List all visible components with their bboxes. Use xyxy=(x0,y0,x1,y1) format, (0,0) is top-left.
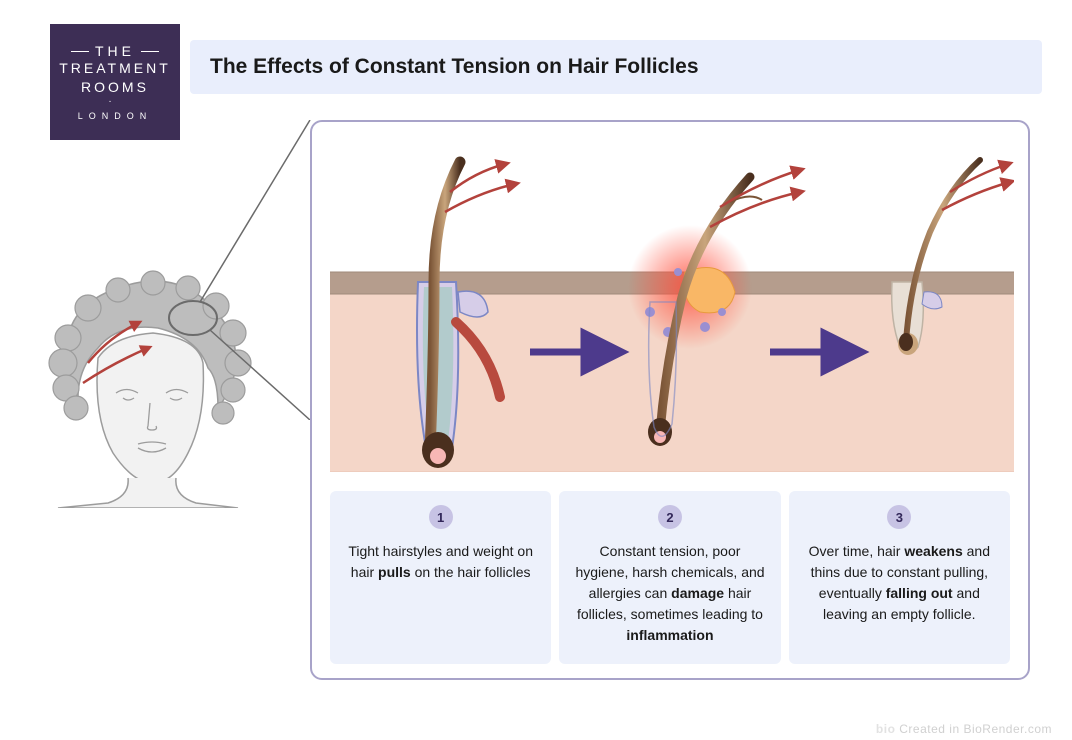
caption-text: Constant tension, poor hygiene, harsh ch… xyxy=(571,541,768,646)
head-svg xyxy=(38,268,256,508)
logo-dot: · xyxy=(108,96,121,107)
caption-badge: 2 xyxy=(658,505,682,529)
caption-col-3: 3 Over time, hair weakens and thins due t… xyxy=(789,491,1010,664)
skin-cross-section xyxy=(330,152,1014,472)
title-bar: The Effects of Constant Tension on Hair … xyxy=(190,40,1042,94)
logo-box: THE TREATMENT ROOMS · LONDON xyxy=(50,24,180,140)
logo-text-london: LONDON xyxy=(78,111,153,121)
logo-text-the: THE xyxy=(95,43,135,59)
logo-line-1: THE xyxy=(71,43,159,59)
logo-text-rooms: ROOMS xyxy=(81,78,149,96)
caption-text: Over time, hair weakens and thins due to… xyxy=(801,541,998,625)
caption-badge: 1 xyxy=(429,505,453,529)
page-title: The Effects of Constant Tension on Hair … xyxy=(210,55,699,79)
caption-col-1: 1 Tight hairstyles and weight on hair pul… xyxy=(330,491,551,664)
captions-row: 1 Tight hairstyles and weight on hair pul… xyxy=(330,491,1010,664)
diagram-panel: 1 Tight hairstyles and weight on hair pul… xyxy=(310,120,1030,680)
caption-badge: 3 xyxy=(887,505,911,529)
logo-text-treatment: TREATMENT xyxy=(59,59,171,77)
caption-col-2: 2 Constant tension, poor hygiene, harsh c… xyxy=(559,491,780,664)
attribution-text: bio Created in BioRender.com xyxy=(876,722,1052,736)
head-illustration xyxy=(38,268,256,508)
caption-text: Tight hairstyles and weight on hair pull… xyxy=(342,541,539,583)
